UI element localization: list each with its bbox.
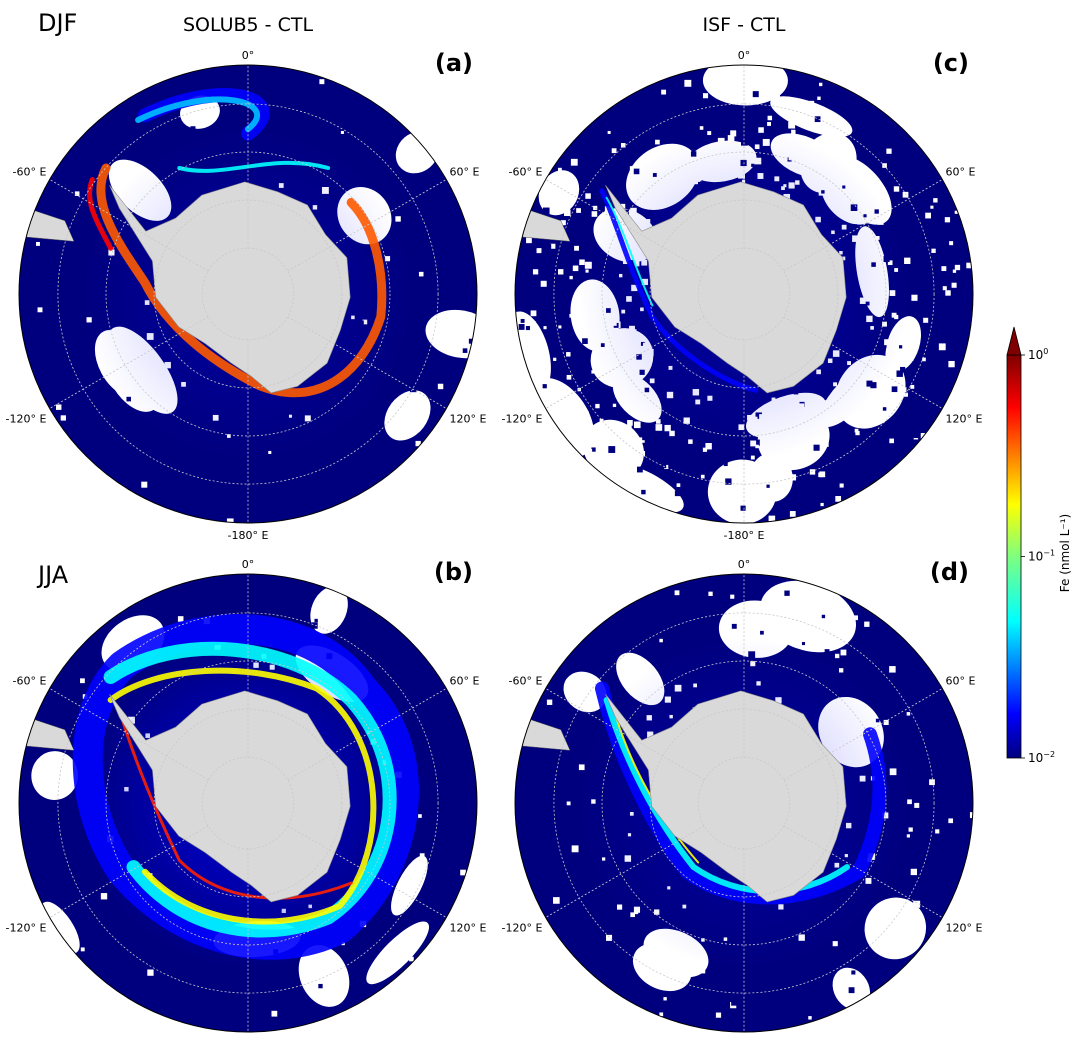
no-data-patch (563, 671, 607, 713)
fe-anomaly-plume (135, 96, 261, 133)
longitude-label-lower-right: 120° E (450, 922, 487, 935)
panel-label-d: (d) (930, 558, 969, 586)
column-title-left: SOLUB5 - CTL (183, 14, 313, 36)
fe-anomaly-plume (72, 613, 419, 960)
longitude-label-lower-left: -120° E (502, 413, 543, 426)
map-panel-c: 0° -60° E 60° E -120° E 120° E -180° E (c) (502, 49, 983, 542)
longitude-label-lower-right: 120° E (450, 413, 487, 426)
fe-anomaly-plume (595, 681, 887, 905)
antarctica-landmass (109, 690, 351, 903)
map-boundary (514, 64, 974, 524)
colorbar-gradient (1006, 354, 1022, 759)
no-data-patch (391, 855, 428, 916)
longitude-label-upper-right: 60° E (450, 166, 480, 179)
no-data-patch (31, 751, 78, 800)
fe-anomaly-plume (118, 709, 353, 900)
longitude-label-upper-right: 60° E (450, 675, 480, 688)
graticule (545, 65, 943, 523)
antarctica-landmass (605, 181, 847, 394)
no-data-patch (425, 309, 477, 359)
map-boundary (514, 573, 974, 1033)
fe-anomaly-plume (599, 188, 758, 393)
longitude-label-upper-left: -60° E (13, 675, 47, 688)
graticule (49, 65, 447, 523)
column-title-right: ISF - CTL (703, 14, 786, 36)
longitude-label-bottom: -180° E (724, 529, 765, 542)
longitude-label-upper-left: -60° E (509, 675, 543, 688)
longitude-label-upper-left: -60° E (509, 166, 543, 179)
map-panel-a: 0° -60° E 60° E -120° E 120° E -180° E (a) (6, 49, 487, 542)
no-data-patch (298, 945, 350, 1007)
panel-label-a: (a) (435, 49, 473, 77)
no-data-patch (366, 921, 430, 985)
colorbar: 100 10−1 10−2 Fe (nmol L⁻¹) (1006, 326, 1072, 765)
colorbar-tick-label: 10−2 (1028, 750, 1055, 765)
longitude-label-upper-right: 60° E (946, 675, 976, 688)
panel-label-b: (b) (434, 558, 473, 586)
longitude-label-lower-right: 120° E (946, 922, 983, 935)
graticule (545, 574, 943, 1032)
longitude-label-top: 0° (738, 49, 751, 62)
colorbar-label: Fe (nmol L⁻¹) (1058, 514, 1072, 592)
season-label-djf: DJF (38, 9, 77, 37)
longitude-label-lower-left: -120° E (6, 413, 47, 426)
colorbar-tick-label: 10−1 (1028, 549, 1055, 564)
colorbar-tick-label: 100 (1028, 347, 1048, 362)
longitude-label-lower-right: 120° E (946, 413, 983, 426)
no-data-patch (864, 897, 927, 960)
no-data-patch (310, 586, 348, 634)
graticule (49, 574, 447, 1032)
longitude-label-top: 0° (242, 558, 255, 571)
map-boundary (18, 64, 478, 524)
longitude-label-top: 0° (242, 49, 255, 62)
fe-anomaly-plume (107, 667, 377, 925)
season-label-jja: JJA (36, 561, 69, 589)
panel-label-c: (c) (933, 49, 969, 77)
fe-anomaly-plume (177, 160, 331, 173)
longitude-label-upper-right: 60° E (946, 166, 976, 179)
map-boundary (18, 573, 478, 1033)
no-data-patch (702, 65, 788, 106)
fe-anomaly-plume (103, 641, 397, 938)
longitude-label-top: 0° (738, 558, 751, 571)
colorbar-extend-arrow (1006, 326, 1022, 356)
no-data-patch (538, 170, 580, 216)
no-data-patch (760, 580, 857, 653)
fe-anomaly-plume (605, 196, 654, 307)
antarctica-landmass (109, 181, 351, 394)
longitude-label-lower-left: -120° E (6, 922, 47, 935)
fe-anomaly-plume (87, 177, 114, 251)
antarctica-landmass (605, 690, 847, 903)
no-data-patch (604, 463, 684, 513)
fe-anomaly-plume (96, 163, 387, 398)
no-data-patch (40, 901, 80, 954)
longitude-label-upper-left: -60° E (13, 166, 47, 179)
longitude-label-lower-left: -120° E (502, 922, 543, 935)
longitude-label-bottom: -180° E (228, 529, 269, 542)
no-data-patch (384, 390, 431, 441)
